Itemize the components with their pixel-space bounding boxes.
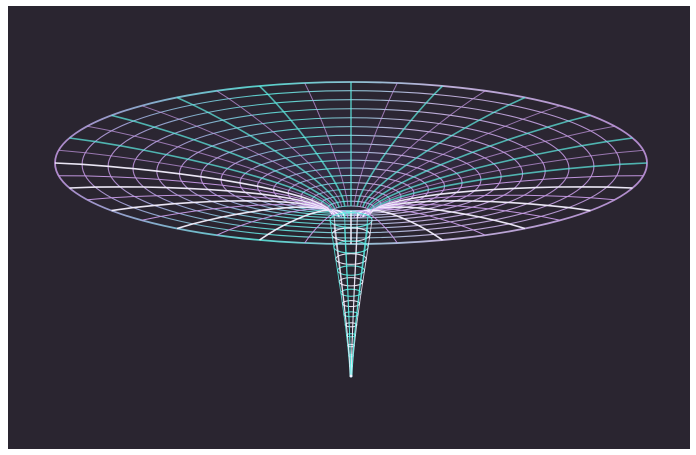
disk-spoke: [362, 96, 526, 208]
spike-ring: [340, 288, 362, 297]
disk-spoke: [353, 82, 398, 207]
disk-spoke: [304, 82, 349, 207]
disk-spoke: [111, 114, 336, 209]
disk-spoke: [69, 186, 333, 215]
spike-ring: [343, 311, 359, 318]
disk-spoke: [364, 105, 561, 209]
disk-spoke: [356, 209, 443, 241]
disk-spoke: [368, 125, 615, 210]
funnel-wireframe: [54, 81, 648, 378]
disk-spoke: [366, 114, 591, 209]
disk-spoke: [216, 90, 343, 207]
spike-ring: [336, 265, 366, 276]
disk-spoke: [259, 209, 346, 241]
wormhole-illustration: [54, 81, 648, 378]
disk-spoke: [369, 186, 633, 215]
disk-spoke: [359, 90, 486, 207]
spike-line: [329, 219, 351, 377]
disk-spoke: [69, 137, 333, 211]
spike-ring: [341, 300, 361, 308]
disk-spoke: [258, 85, 346, 207]
disk-spoke: [87, 125, 334, 210]
disk-spoke: [216, 208, 343, 236]
disk-spoke: [370, 149, 644, 212]
disk-spoke: [141, 105, 338, 209]
disk-spoke: [54, 162, 332, 213]
disk-spoke: [369, 137, 633, 211]
image-canvas: [8, 6, 690, 449]
spike-line: [333, 215, 351, 376]
spike-line: [351, 215, 369, 376]
disk-spoke: [58, 149, 332, 212]
spike-line: [350, 212, 358, 376]
disk-spoke: [356, 85, 444, 207]
spike-line: [344, 212, 352, 376]
disk-spoke: [353, 210, 398, 244]
disk-spoke: [58, 175, 332, 214]
disk-spoke: [370, 175, 644, 214]
spike-tip: [349, 374, 353, 378]
spike-ring: [335, 253, 367, 265]
spike-ring: [338, 277, 364, 287]
disk-spoke: [176, 96, 340, 208]
disk-spoke: [370, 162, 648, 213]
